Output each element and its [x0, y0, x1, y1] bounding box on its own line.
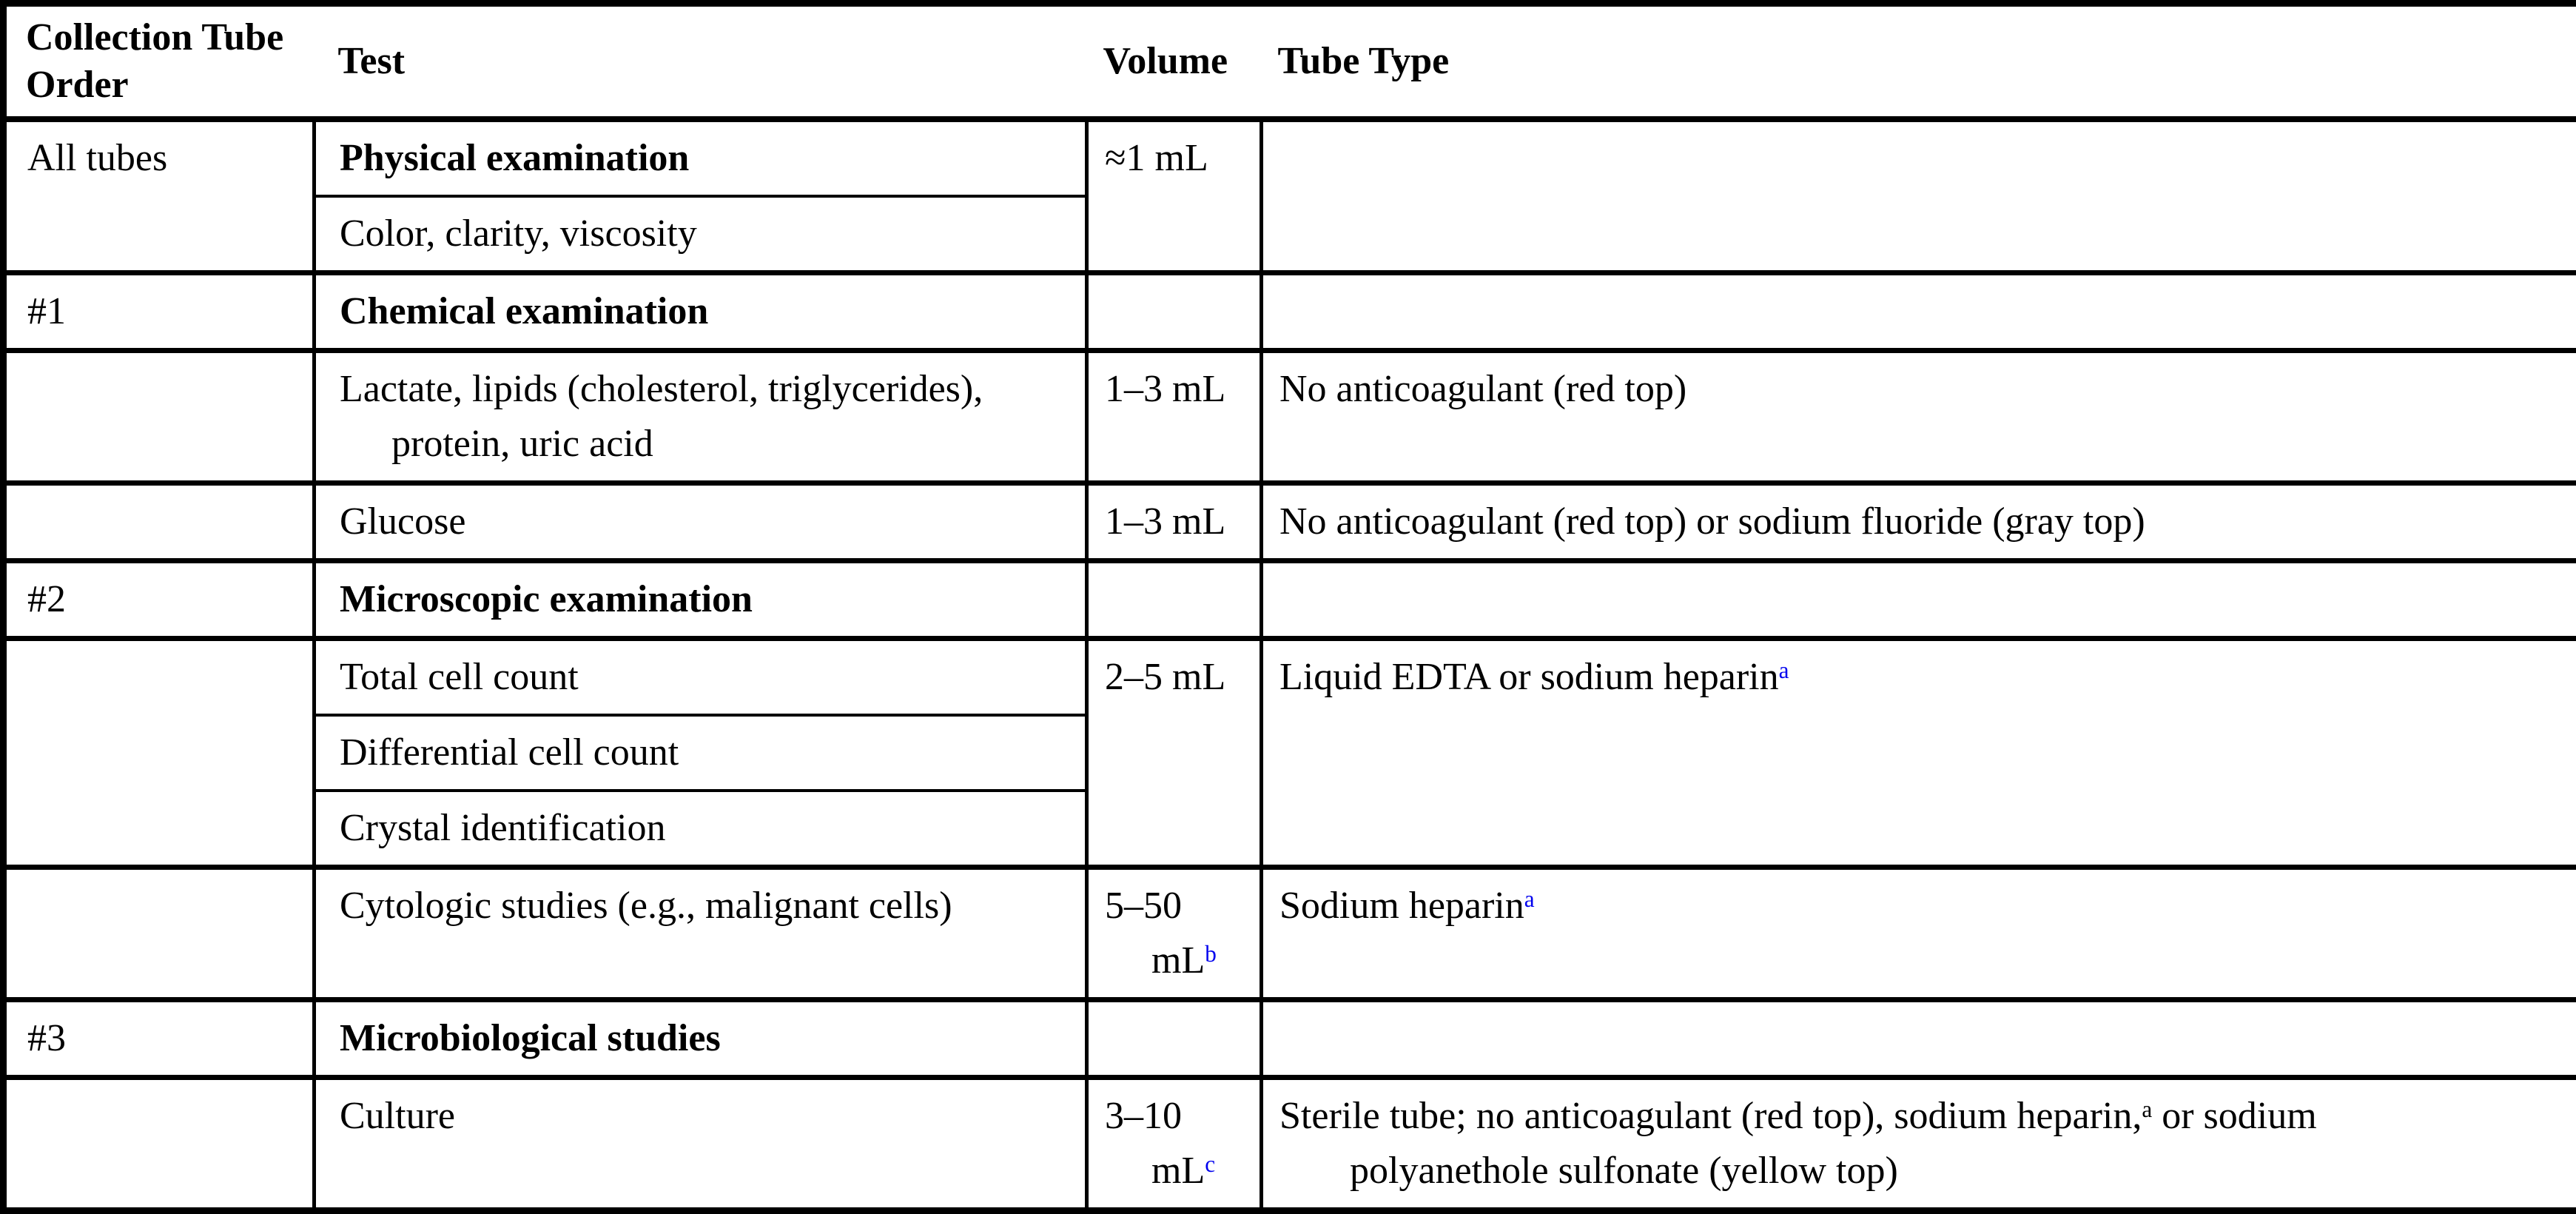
cell-differential-cell-count: Differential cell count [315, 715, 1087, 791]
row-glucose: Glucose 1–3 mL No anticoagulant (red top… [4, 483, 2576, 561]
cell-all-tubes: All tubes [4, 119, 315, 273]
cell-culture: Culture [315, 1078, 1087, 1211]
header-tube-type: Tube Type [1262, 4, 2576, 120]
cell-order-empty [4, 639, 315, 868]
footnote-superscript-a: a [1524, 886, 1535, 912]
cell-glucose: Glucose [315, 483, 1087, 561]
cell-total-cell-count: Total cell count [315, 639, 1087, 716]
row-lactate-lipids: Lactate, lipids (cholesterol, triglyceri… [4, 351, 2576, 483]
row-cytologic-studies: Cytologic studies (e.g., malignant cells… [4, 868, 2576, 1000]
cell-no-anticoagulant-or-fluoride: No anticoagulant (red top) or sodium flu… [1262, 483, 2576, 561]
cell-tube-3: #3 [4, 1000, 315, 1078]
header-row: Collection Tube Order Test Volume Tube T… [4, 4, 2576, 120]
header-collection-tube-order: Collection Tube Order [4, 4, 315, 120]
header-volume: Volume [1087, 4, 1262, 120]
cell-sterile-tube: Sterile tube; no anticoagulant (red top)… [1262, 1078, 2576, 1211]
table-header: Collection Tube Order Test Volume Tube T… [4, 4, 2576, 120]
cell-volume-empty [1087, 561, 1262, 639]
cell-volume-empty [1087, 1000, 1262, 1078]
cell-tube-type-empty [1262, 561, 2576, 639]
cell-physical-examination: Physical examination [315, 119, 1087, 196]
cell-tube-type-empty [1262, 119, 2576, 273]
cell-order-empty [4, 483, 315, 561]
cell-volume-approx-1ml: ≈1 mL [1087, 119, 1262, 273]
cell-order-empty [4, 351, 315, 483]
cell-volume-2-5ml: 2–5 mL [1087, 639, 1262, 868]
cell-order-empty [4, 1078, 315, 1211]
header-test: Test [315, 4, 1087, 120]
row-microbiological-studies: #3 Microbiological studies [4, 1000, 2576, 1078]
cell-tube-type-empty [1262, 1000, 2576, 1078]
footnote-superscript-a: a [1779, 657, 1789, 683]
cell-volume-1-3ml: 1–3 mL [1087, 351, 1262, 483]
row-physical-examination: All tubes Physical examination ≈1 mL [4, 119, 2576, 196]
cell-order-empty [4, 868, 315, 1000]
row-chemical-examination: #1 Chemical examination [4, 273, 2576, 351]
cell-no-anticoagulant: No anticoagulant (red top) [1262, 351, 2576, 483]
cell-color-clarity-viscosity: Color, clarity, viscosity [315, 196, 1087, 273]
cell-tube-1: #1 [4, 273, 315, 351]
cell-volume-1-3ml: 1–3 mL [1087, 483, 1262, 561]
cell-lactate-lipids: Lactate, lipids (cholesterol, triglyceri… [315, 351, 1087, 483]
cell-microscopic-examination: Microscopic examination [315, 561, 1087, 639]
footnote-superscript-c: c [1205, 1151, 1215, 1177]
footnote-superscript-b: b [1205, 941, 1217, 967]
cell-tube-type-empty [1262, 273, 2576, 351]
cell-sodium-heparin: Sodium heparina [1262, 868, 2576, 1000]
cell-volume-empty [1087, 273, 1262, 351]
cell-chemical-examination: Chemical examination [315, 273, 1087, 351]
row-microscopic-examination: #2 Microscopic examination [4, 561, 2576, 639]
cell-tube-2: #2 [4, 561, 315, 639]
cell-crystal-identification: Crystal identification [315, 791, 1087, 868]
footnote-superscript-a: a [2142, 1096, 2152, 1122]
cell-cytologic-studies: Cytologic studies (e.g., malignant cells… [315, 868, 1087, 1000]
cell-liquid-edta-or-heparin: Liquid EDTA or sodium heparina [1262, 639, 2576, 868]
cell-microbiological-studies: Microbiological studies [315, 1000, 1087, 1078]
row-total-cell-count: Total cell count 2–5 mL Liquid EDTA or s… [4, 639, 2576, 716]
